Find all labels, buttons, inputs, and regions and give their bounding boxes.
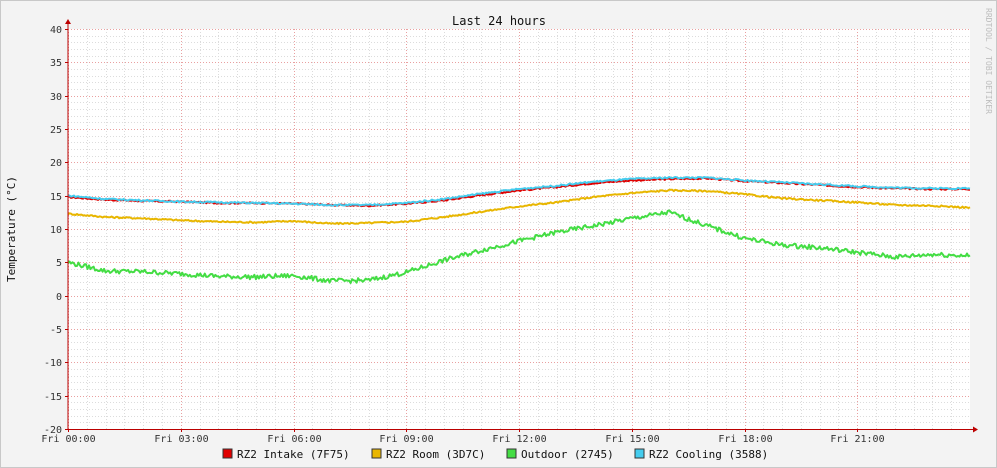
x-tick-label: Fri 18:00: [718, 434, 772, 445]
x-axis-arrow: [973, 426, 978, 433]
legend: RZ2 Intake (7F75) RZ2 Room (3D7C) Outdoor …: [222, 448, 768, 461]
legend-label: RZ2 Cooling (3588): [649, 448, 768, 461]
legend-label: RZ2 Intake (7F75): [237, 448, 350, 461]
y-tick-label: 15: [50, 192, 62, 203]
legend-label: Outdoor (2745): [521, 448, 614, 461]
y-tick-label: -20: [44, 425, 62, 436]
x-tick-label: Fri 09:00: [379, 434, 433, 445]
legend-swatch: [634, 448, 645, 459]
y-tick-labels: 40 35 30 25 20 15 10 5 0 -5 -10 -15 -20: [44, 25, 62, 436]
series-layer: [67, 176, 971, 284]
x-tick-label: Fri 15:00: [605, 434, 659, 445]
y-axis-arrow: [65, 19, 71, 24]
axes-layer: [65, 19, 978, 433]
y-tick-label: -10: [44, 358, 62, 369]
series-line-3: [68, 176, 971, 207]
y-tick-label: 5: [56, 258, 62, 269]
y-axis-title: Temperature (°C): [5, 176, 18, 282]
series-line-1: [67, 188, 971, 226]
series-line-2: [67, 209, 971, 284]
y-tick-label: 10: [50, 225, 62, 236]
rrdtool-watermark: RRDTOOL / TOBI OETIKER: [984, 8, 993, 114]
x-tick-labels: Fri 00:00 Fri 03:00 Fri 06:00 Fri 09:00 Fri …: [41, 434, 884, 445]
y-tick-label: -5: [50, 325, 62, 336]
y-tick-label: 25: [50, 125, 62, 136]
y-tick-label: -15: [44, 392, 62, 403]
y-tick-label: 30: [50, 92, 62, 103]
y-tick-label: 35: [50, 58, 62, 69]
x-tick-label: Fri 03:00: [154, 434, 208, 445]
legend-swatch: [506, 448, 517, 459]
y-tick-label: 40: [50, 25, 62, 36]
legend-swatch: [371, 448, 382, 459]
x-tick-label: Fri 12:00: [492, 434, 546, 445]
chart-title: Last 24 hours: [452, 14, 546, 28]
y-tick-label: 0: [56, 292, 62, 303]
x-tick-label: Fri 21:00: [830, 434, 884, 445]
x-tick-label: Fri 06:00: [267, 434, 321, 445]
y-tick-label: 20: [50, 158, 62, 169]
legend-swatch: [222, 448, 233, 459]
x-tick-label: Fri 00:00: [41, 434, 95, 445]
legend-label: RZ2 Room (3D7C): [386, 448, 485, 461]
